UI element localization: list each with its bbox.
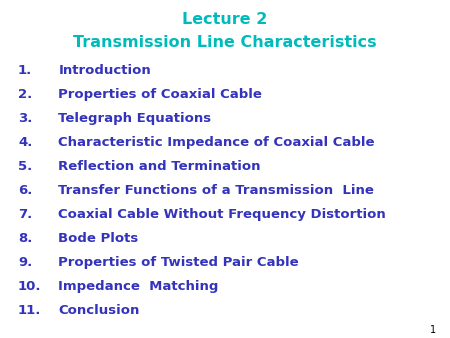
Text: Transmission Line Characteristics: Transmission Line Characteristics bbox=[73, 35, 377, 50]
Text: Telegraph Equations: Telegraph Equations bbox=[58, 112, 212, 125]
Text: 2.: 2. bbox=[18, 88, 32, 101]
Text: 11.: 11. bbox=[18, 304, 41, 317]
Text: 5.: 5. bbox=[18, 160, 32, 173]
Text: 9.: 9. bbox=[18, 256, 32, 269]
Text: 10.: 10. bbox=[18, 280, 41, 293]
Text: 1.: 1. bbox=[18, 64, 32, 77]
Text: Characteristic Impedance of Coaxial Cable: Characteristic Impedance of Coaxial Cabl… bbox=[58, 136, 375, 149]
Text: Lecture 2: Lecture 2 bbox=[182, 12, 268, 27]
Text: 7.: 7. bbox=[18, 208, 32, 221]
Text: Conclusion: Conclusion bbox=[58, 304, 140, 317]
Text: Properties of Coaxial Cable: Properties of Coaxial Cable bbox=[58, 88, 262, 101]
Text: Introduction: Introduction bbox=[58, 64, 151, 77]
Text: Transfer Functions of a Transmission  Line: Transfer Functions of a Transmission Lin… bbox=[58, 184, 374, 197]
Text: Impedance  Matching: Impedance Matching bbox=[58, 280, 219, 293]
Text: 4.: 4. bbox=[18, 136, 32, 149]
Text: Coaxial Cable Without Frequency Distortion: Coaxial Cable Without Frequency Distorti… bbox=[58, 208, 386, 221]
Text: 6.: 6. bbox=[18, 184, 32, 197]
Text: 8.: 8. bbox=[18, 232, 32, 245]
Text: Properties of Twisted Pair Cable: Properties of Twisted Pair Cable bbox=[58, 256, 299, 269]
Text: Reflection and Termination: Reflection and Termination bbox=[58, 160, 261, 173]
Text: 3.: 3. bbox=[18, 112, 32, 125]
Text: 1: 1 bbox=[430, 324, 436, 335]
Text: Bode Plots: Bode Plots bbox=[58, 232, 139, 245]
